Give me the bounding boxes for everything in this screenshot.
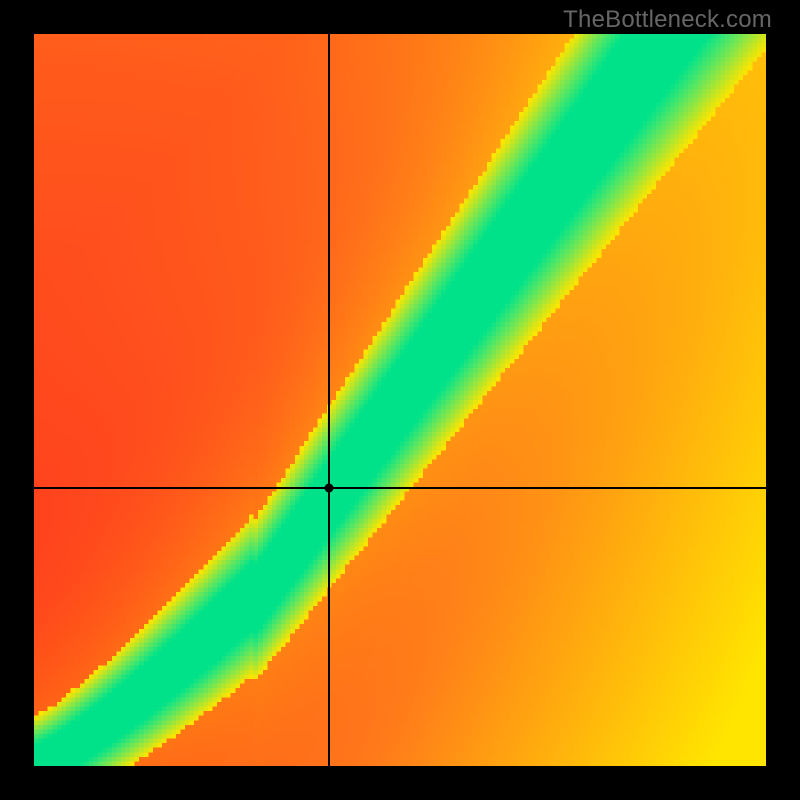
watermark-text: TheBottleneck.com — [563, 6, 772, 34]
heatmap-plot — [34, 34, 766, 766]
frame-left — [0, 0, 34, 800]
frame-right — [766, 0, 800, 800]
crosshair-horizontal — [34, 487, 766, 489]
crosshair-vertical — [328, 34, 330, 766]
crosshair-dot — [324, 483, 333, 492]
frame-bottom — [0, 766, 800, 800]
heatmap-canvas — [34, 34, 766, 766]
